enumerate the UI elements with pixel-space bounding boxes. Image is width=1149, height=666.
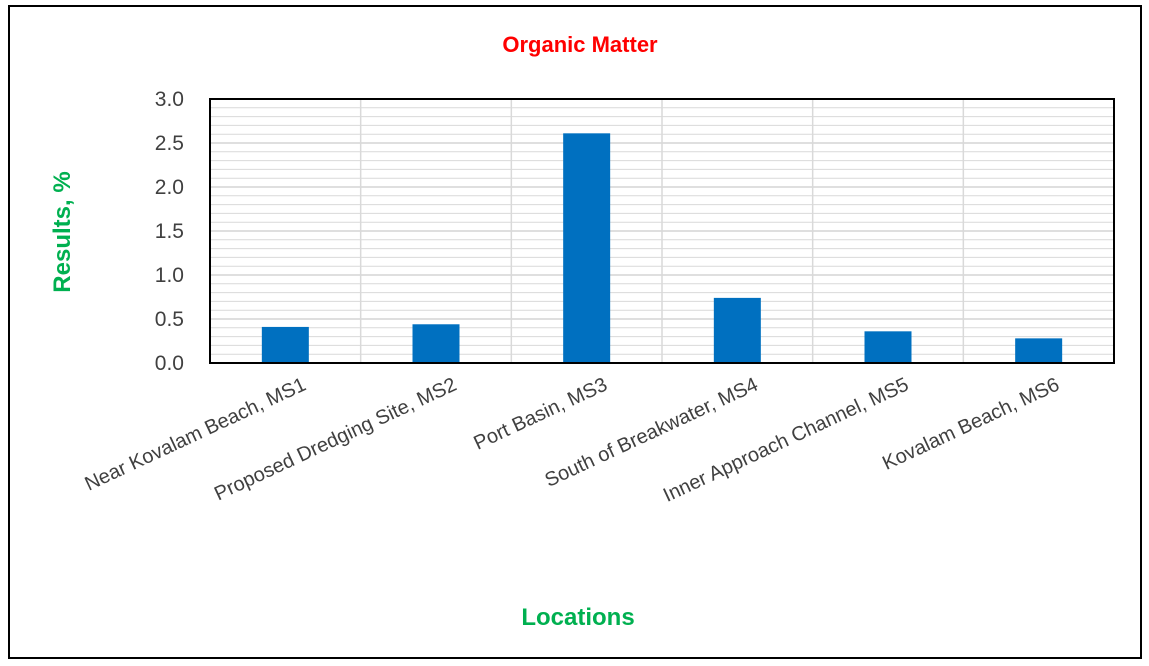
x-tick-label: Proposed Dredging Site, MS2 [211, 374, 460, 506]
y-axis-title: Results, % [49, 171, 76, 292]
bar [864, 331, 912, 363]
y-axis-ticks: 0.0 0.5 1.0 1.5 2.0 2.5 3.0 [155, 88, 184, 375]
bar [713, 297, 761, 363]
y-tick-label: 1.0 [155, 264, 184, 287]
x-tick-label: Port Basin, MS3 [471, 374, 611, 455]
y-tick-label: 2.5 [155, 132, 184, 155]
x-axis-title: Locations [521, 604, 634, 631]
chart-title: Organic Matter [502, 32, 658, 57]
y-tick-label: 2.0 [155, 176, 184, 199]
y-tick-label: 3.0 [155, 88, 184, 111]
bar [1015, 338, 1063, 363]
plot-border [209, 98, 1115, 364]
gridlines [210, 98, 1114, 364]
bar [261, 326, 309, 363]
y-tick-label: 0.0 [155, 352, 184, 375]
x-tick-label: Inner Approach Channel, MS5 [660, 374, 912, 507]
bars [209, 98, 1115, 364]
bar [563, 133, 611, 363]
y-tick-label: 0.5 [155, 308, 184, 331]
bar [412, 324, 460, 363]
y-tick-label: 1.5 [155, 220, 184, 243]
